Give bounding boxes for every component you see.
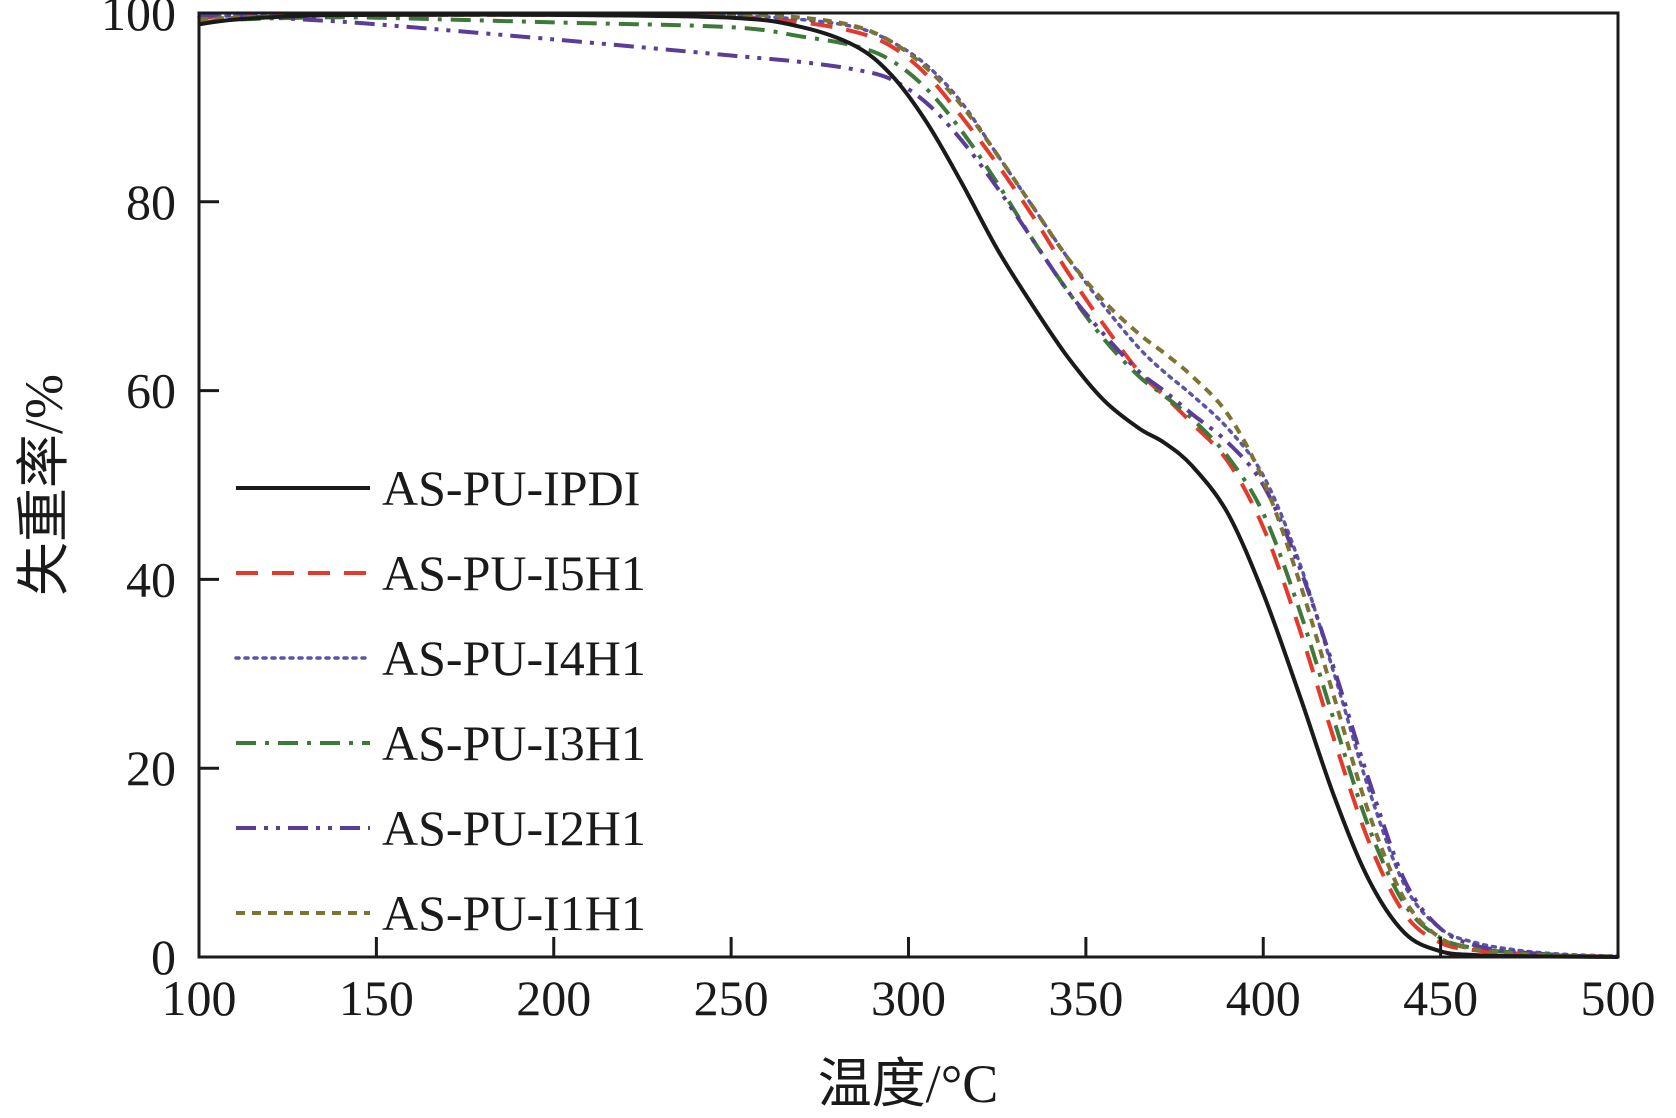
legend-label-as-pu-i2h1: AS-PU-I2H1 [382, 800, 646, 856]
x-tick-label: 400 [1226, 970, 1301, 1026]
y-tick-label: 60 [126, 363, 176, 419]
y-tick-label: 0 [151, 929, 176, 985]
legend-label-as-pu-i1h1: AS-PU-I1H1 [382, 885, 646, 941]
x-tick-label: 450 [1403, 970, 1478, 1026]
x-tick-label: 300 [871, 970, 946, 1026]
series-line-as-pu-i2h1 [198, 12, 1619, 959]
x-tick-label: 200 [516, 970, 591, 1026]
axis-ticks: 100 150 200 250 300 350 400 450 500 0 20 40 60 80 100 [101, 0, 1656, 1026]
y-axis-title: 失重率/% [14, 374, 74, 596]
legend: AS-PU-IPDI AS-PU-I5H1 AS-PU-I4H1 AS-PU-I3H1… [234, 460, 646, 941]
legend-label-as-pu-ipdi: AS-PU-IPDI [382, 460, 640, 516]
x-tick-label: 100 [162, 970, 237, 1026]
x-axis-title: 温度/°C [818, 1054, 999, 1114]
series-lines [197, 12, 1620, 959]
y-tick-label: 100 [101, 0, 176, 41]
series-line-as-pu-i3h1 [198, 15, 1619, 959]
x-tick-label: 250 [694, 970, 769, 1026]
y-tick-label: 40 [126, 551, 176, 607]
x-tick-label: 150 [339, 970, 414, 1026]
legend-label-as-pu-i3h1: AS-PU-I3H1 [382, 715, 646, 771]
x-tick-label: 350 [1048, 970, 1123, 1026]
x-tick-label: 500 [1581, 970, 1656, 1026]
y-tick-label: 20 [126, 740, 176, 796]
legend-label-as-pu-i5h1: AS-PU-I5H1 [382, 545, 646, 601]
series-line-as-pu-ipdi [198, 12, 1619, 959]
series-line-as-pu-i1h1 [198, 12, 1619, 959]
y-tick-label: 80 [126, 174, 176, 230]
legend-label-as-pu-i4h1: AS-PU-I4H1 [382, 630, 646, 686]
